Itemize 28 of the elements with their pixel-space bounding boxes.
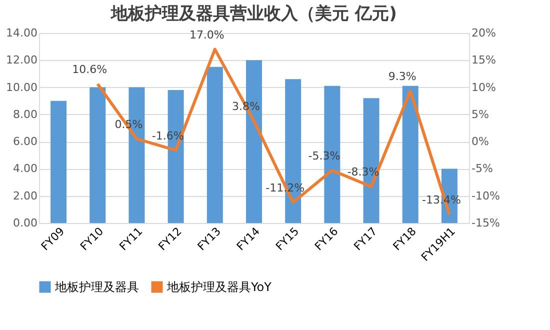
data-label: 10.6% — [72, 63, 108, 76]
legend-label: 地板护理及器具YoY — [166, 280, 272, 294]
chart-title: 地板护理及器具营业收入（美元 亿元) — [110, 4, 397, 24]
bar — [50, 100, 67, 223]
y-tick-label: 8.00 — [13, 108, 38, 121]
y2-tick-label: 15% — [472, 54, 496, 67]
y-tick-label: 12.00 — [6, 54, 38, 67]
y-tick-label: 14.00 — [6, 26, 38, 40]
data-label: 17.0% — [189, 28, 224, 42]
y-tick-label: 4.00 — [13, 162, 38, 176]
bar — [402, 86, 418, 223]
y2-tick-label: -15% — [472, 216, 500, 230]
data-label: 3.8% — [232, 100, 260, 113]
y-tick-label: 10.00 — [6, 80, 38, 94]
data-label: 0.5% — [114, 118, 143, 131]
bar — [206, 66, 223, 223]
y2-tick-label: 10% — [472, 80, 496, 94]
y-tick-label: 2.00 — [13, 189, 38, 202]
y-tick-label: 6.00 — [13, 135, 38, 148]
y-tick-label: 0.00 — [13, 216, 38, 230]
y2-tick-label: -5% — [472, 162, 493, 176]
y2-tick-label: 5% — [472, 108, 489, 121]
y2-tick-label: -10% — [472, 189, 500, 202]
legend-label: 地板护理及器具 — [54, 280, 139, 294]
y2-tick-label: 0% — [472, 135, 489, 148]
data-label: 9.3% — [388, 70, 416, 84]
bar — [90, 87, 106, 223]
y2-tick-label: 20% — [472, 26, 496, 40]
